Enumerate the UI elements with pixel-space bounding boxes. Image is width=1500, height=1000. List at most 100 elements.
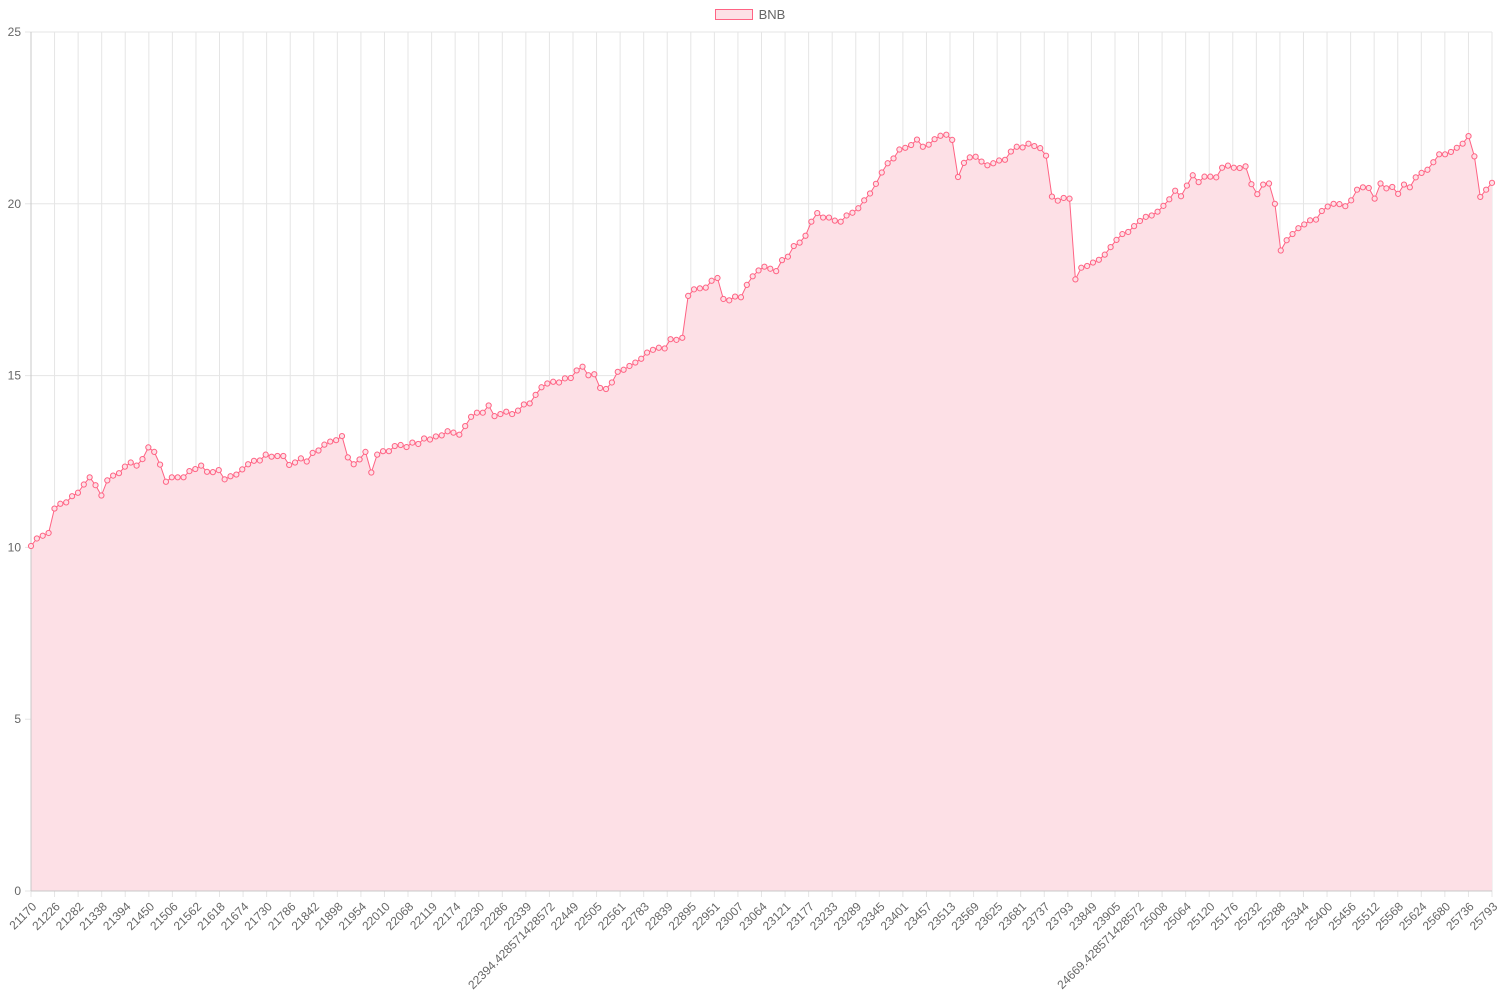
data-point[interactable] (1072, 276, 1079, 283)
data-point[interactable] (1107, 243, 1114, 251)
data-point[interactable] (591, 371, 598, 378)
data-point[interactable] (702, 284, 709, 291)
data-point[interactable] (573, 367, 580, 374)
data-point[interactable] (1037, 145, 1044, 152)
data-point[interactable] (356, 456, 363, 463)
data-point[interactable] (825, 214, 833, 221)
data-point[interactable] (497, 410, 504, 418)
data-point[interactable] (655, 344, 662, 351)
data-point[interactable] (1183, 182, 1190, 189)
data-point[interactable] (98, 492, 105, 499)
data-point[interactable] (438, 432, 445, 439)
data-point[interactable] (68, 493, 76, 500)
data-point[interactable] (1213, 174, 1220, 181)
data-point[interactable] (843, 212, 850, 219)
data-point[interactable] (338, 432, 346, 440)
data-point[interactable] (872, 180, 880, 187)
data-point[interactable] (1236, 164, 1243, 172)
data-point[interactable] (1342, 203, 1349, 210)
data-point[interactable] (761, 263, 768, 270)
data-point[interactable] (127, 459, 134, 466)
data-point[interactable] (790, 242, 797, 250)
data-point[interactable] (602, 385, 610, 393)
data-point[interactable] (174, 474, 181, 481)
data-point[interactable] (256, 457, 263, 464)
data-point[interactable] (51, 505, 58, 512)
data-point[interactable] (696, 285, 703, 292)
data-point[interactable] (350, 461, 357, 468)
data-point[interactable] (1353, 186, 1361, 193)
data-point[interactable] (262, 451, 269, 458)
data-point[interactable] (1248, 181, 1255, 188)
data-point[interactable] (1324, 203, 1331, 210)
data-point[interactable] (1031, 142, 1038, 150)
data-point[interactable] (990, 160, 997, 167)
data-point[interactable] (344, 454, 351, 461)
data-point[interactable] (309, 449, 316, 457)
data-point[interactable] (1383, 185, 1390, 192)
data-point[interactable] (168, 474, 175, 481)
data-point[interactable] (192, 465, 199, 473)
data-point[interactable] (1477, 193, 1484, 201)
data-point[interactable] (1172, 187, 1179, 194)
data-point[interactable] (409, 439, 416, 446)
data-point[interactable] (1048, 193, 1056, 200)
data-point[interactable] (526, 400, 533, 407)
data-point[interactable] (567, 374, 574, 382)
data-point[interactable] (1042, 152, 1050, 159)
data-point[interactable] (1148, 212, 1155, 219)
data-point[interactable] (538, 384, 545, 391)
data-point[interactable] (491, 413, 498, 420)
data-point[interactable] (156, 461, 164, 468)
data-point[interactable] (133, 462, 140, 469)
data-point[interactable] (1465, 133, 1472, 140)
data-point[interactable] (421, 435, 428, 442)
data-point[interactable] (802, 232, 809, 239)
data-point[interactable] (732, 293, 739, 300)
data-point[interactable] (1283, 237, 1290, 244)
data-point[interactable] (685, 292, 692, 299)
data-point[interactable] (778, 257, 786, 264)
data-point[interactable] (514, 407, 522, 414)
data-point[interactable] (1424, 166, 1431, 173)
data-point[interactable] (444, 428, 451, 435)
data-point[interactable] (1125, 228, 1132, 236)
data-point[interactable] (162, 478, 170, 485)
data-point[interactable] (1254, 191, 1261, 198)
data-point[interactable] (215, 466, 222, 474)
data-point[interactable] (1060, 194, 1067, 202)
data-point[interactable] (1371, 195, 1378, 202)
data-point[interactable] (374, 451, 381, 458)
data-point[interactable] (638, 355, 645, 362)
data-point[interactable] (291, 459, 299, 466)
data-point[interactable] (954, 173, 962, 181)
data-point[interactable] (391, 442, 398, 450)
data-point[interactable] (996, 157, 1003, 164)
data-point[interactable] (1453, 144, 1460, 151)
data-point[interactable] (1013, 143, 1020, 150)
data-point[interactable] (1095, 256, 1102, 263)
data-point[interactable] (808, 218, 815, 225)
data-point[interactable] (896, 146, 903, 153)
data-point[interactable] (180, 474, 187, 481)
data-point[interactable] (379, 448, 387, 455)
data-point[interactable] (614, 368, 621, 375)
data-point[interactable] (673, 336, 680, 343)
data-point[interactable] (1318, 207, 1325, 215)
data-point[interactable] (520, 401, 527, 408)
data-point[interactable] (303, 458, 310, 465)
data-point[interactable] (1488, 179, 1496, 186)
data-point[interactable] (1295, 225, 1302, 232)
data-point[interactable] (720, 295, 727, 303)
data-point[interactable] (1483, 186, 1490, 193)
data-point[interactable] (679, 334, 686, 341)
data-point[interactable] (585, 372, 592, 379)
data-point[interactable] (1365, 184, 1372, 192)
data-point[interactable] (726, 297, 733, 304)
data-point[interactable] (984, 162, 991, 169)
data-point[interactable] (1113, 236, 1120, 243)
data-point[interactable] (1289, 230, 1296, 238)
data-point[interactable] (462, 423, 469, 430)
data-point[interactable] (268, 453, 275, 460)
data-point[interactable] (902, 144, 909, 151)
